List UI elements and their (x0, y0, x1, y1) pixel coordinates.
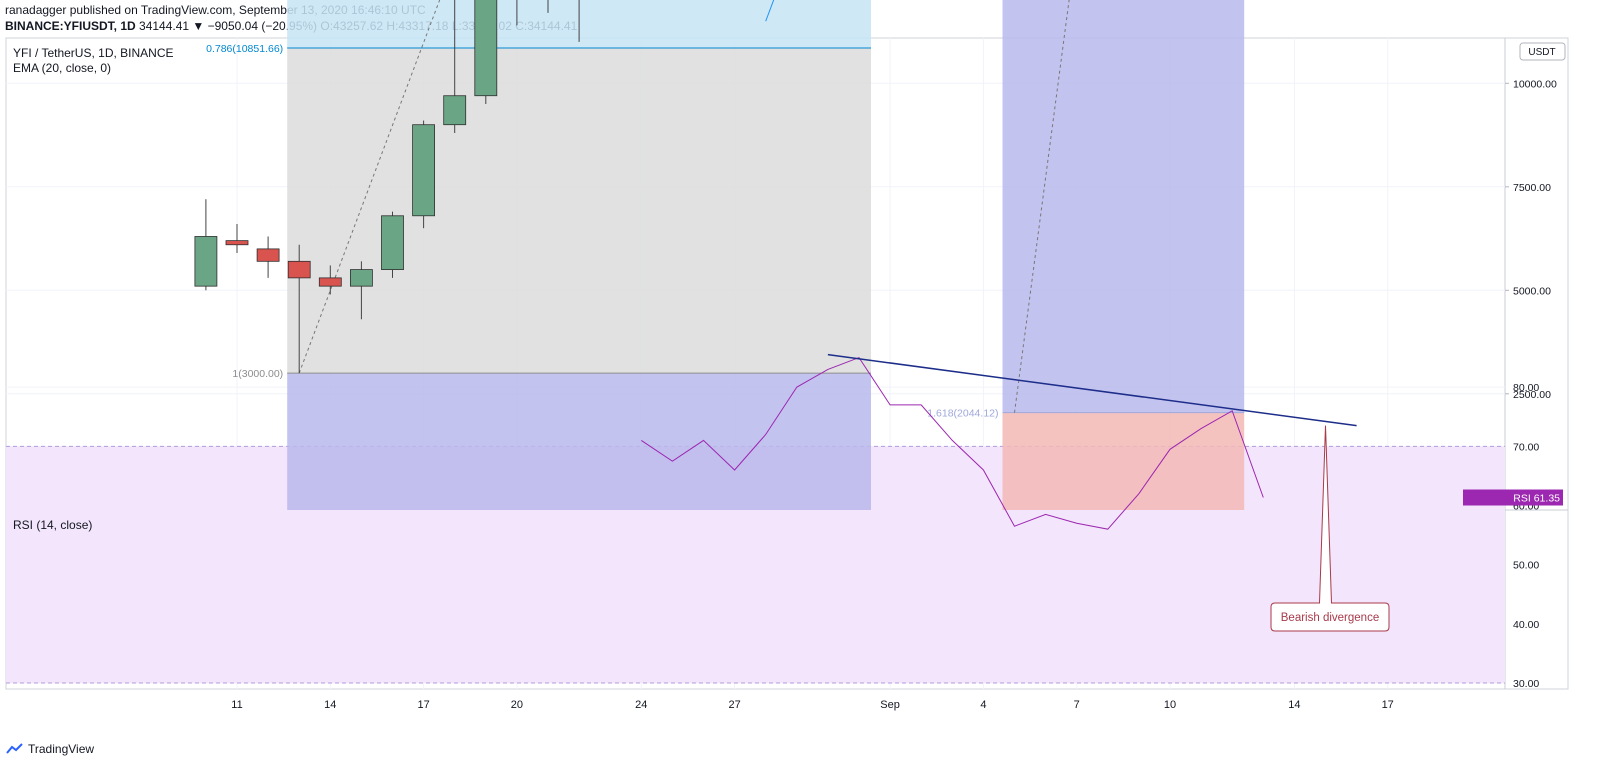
fib-level-label: 1(3000.00) (232, 368, 283, 380)
symbol-line: BINANCE:YFIUSDT, 1D (5, 19, 136, 33)
legend-ema: EMA (20, close, 0) (13, 61, 111, 75)
tag-rsi-bg (1463, 489, 1563, 506)
fib-zone (287, 48, 871, 374)
fib-level-label: 1.618(2044.12) (927, 408, 998, 420)
fib-zone (287, 373, 871, 510)
candle-up[interactable] (381, 215, 404, 270)
annotation-text: Bearish divergence (1281, 612, 1379, 624)
rsi-line: Bearish divergence (641, 353, 1390, 632)
axes: 2500.005000.007500.0010000.0012500.00150… (231, 78, 1557, 711)
rsi-tick-label: 40.00 (1513, 619, 1539, 631)
price-tick-label: 2500.00 (1513, 389, 1551, 401)
time-tick-label: 24 (635, 699, 647, 711)
time-tick-label: 14 (324, 699, 336, 711)
price-tags: YFIUSDT 34144.4107:13:54EMA 26901.982134… (1463, 489, 1563, 506)
time-tick-label: 4 (980, 699, 986, 711)
candle-down[interactable] (318, 277, 342, 287)
rsi-tick-label: 50.00 (1513, 560, 1539, 572)
brand-label: TradingView (28, 742, 95, 756)
time-tick-label: 27 (728, 699, 740, 711)
candle-down[interactable] (287, 260, 311, 279)
currency-badge[interactable] (1519, 42, 1566, 61)
annotation-callout (1270, 425, 1390, 632)
candle-up[interactable] (194, 236, 218, 287)
tradingview-logo-icon (6, 743, 23, 754)
time-tick-label: 20 (511, 699, 523, 711)
fib-zone (1002, 412, 1245, 510)
fib-retracements: 0(39690.00)0.236(31031.16)0.382(25674.42… (206, 0, 1245, 510)
rsi-polyline (641, 356, 1264, 530)
price-tick-label: 10000.00 (1513, 78, 1557, 90)
time-tick-label: 17 (1382, 699, 1394, 711)
time-tick-label: 11 (231, 699, 242, 711)
chart-canvas[interactable]: 0(39690.00)0.236(31031.16)0.382(25674.42… (0, 0, 1600, 740)
footer: TradingView (6, 742, 94, 756)
price-tick-label: 5000.00 (1513, 285, 1551, 297)
tag-rsi-text: RSI 61.35 (1513, 493, 1560, 505)
candles[interactable] (194, 0, 1274, 374)
legend-rsi: RSI (14, close) (13, 518, 92, 532)
candle-up[interactable] (412, 124, 436, 217)
rsi-tick-label: 80.00 (1513, 382, 1539, 394)
fib-zone (1002, 0, 1245, 413)
time-tick-label: 14 (1288, 699, 1300, 711)
candle-down[interactable] (225, 240, 249, 246)
time-tick-label: 10 (1164, 699, 1176, 711)
time-tick-label: 17 (417, 699, 429, 711)
rsi-tick-label: 30.00 (1513, 678, 1539, 690)
rsi-tick-label: 70.00 (1513, 441, 1539, 453)
legend-title: YFI / TetherUS, 1D, BINANCE (13, 46, 174, 60)
price-tick-label: 7500.00 (1513, 182, 1551, 194)
candle-down[interactable] (256, 248, 280, 262)
currency-label: USDT (1528, 47, 1555, 58)
candle-up[interactable] (474, 0, 498, 97)
fib-level-label: 0.786(10851.66) (206, 43, 283, 55)
rsi-divergence-trendline (827, 353, 1357, 427)
candle-up[interactable] (349, 269, 373, 287)
fib-trend-line (298, 0, 441, 374)
candle-up[interactable] (443, 95, 467, 126)
time-tick-label: 7 (1074, 699, 1080, 711)
time-tick-label: Sep (880, 699, 900, 711)
